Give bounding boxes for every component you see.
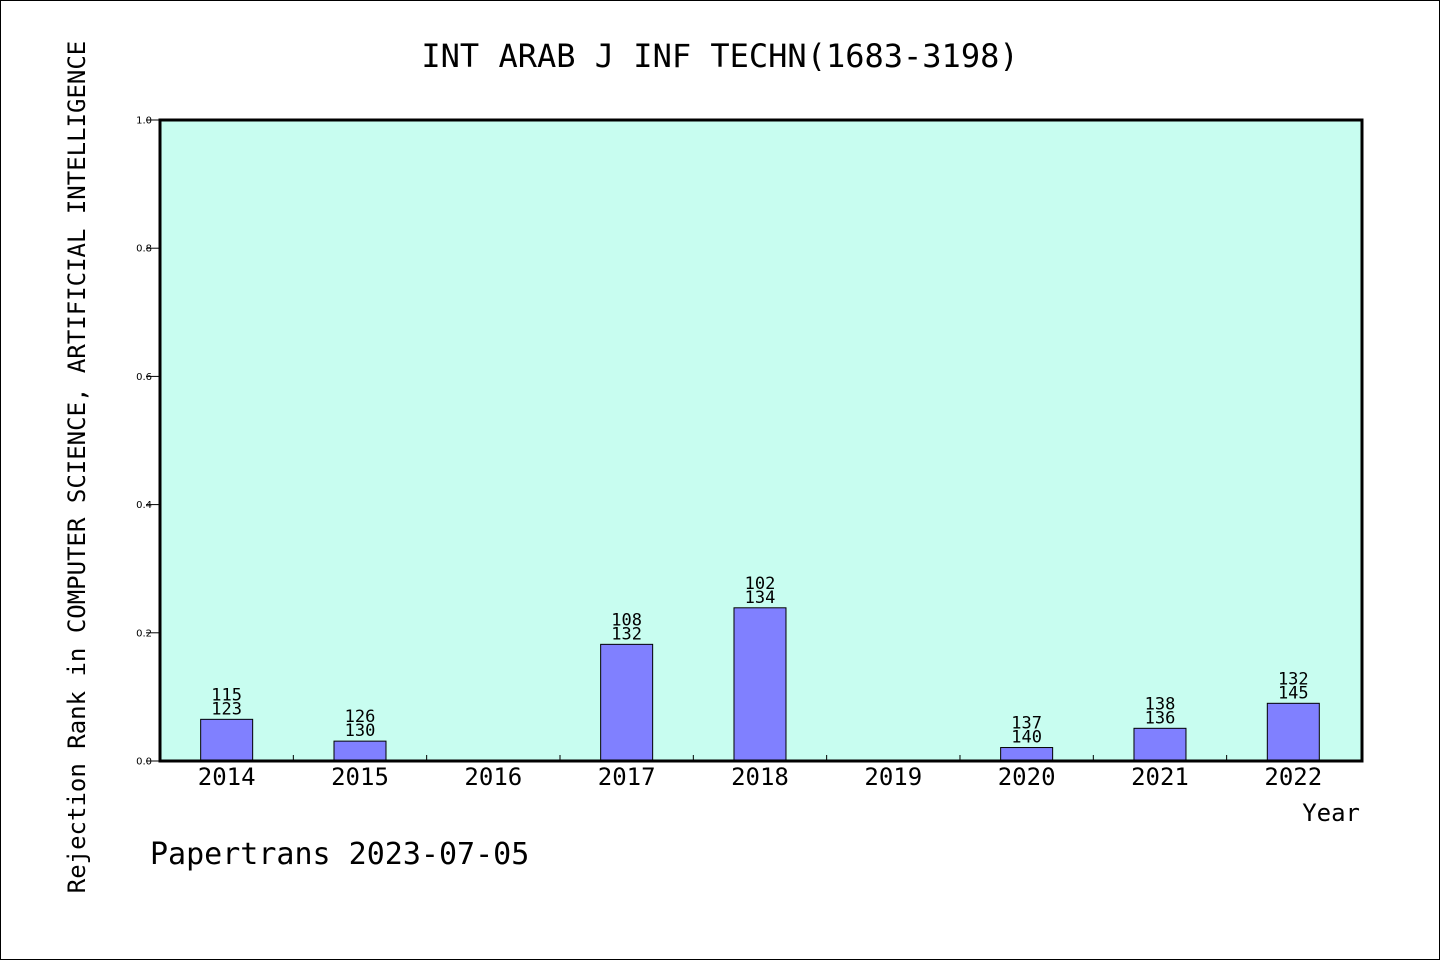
bar-label-lower: 136 — [1145, 708, 1176, 728]
bar-label-upper: 138 — [1145, 694, 1176, 714]
bar-label-upper: 137 — [1011, 714, 1042, 734]
bar-label-lower: 145 — [1278, 683, 1309, 703]
bar-label-lower: 123 — [211, 699, 242, 719]
y-tick-label: 0.4 — [136, 500, 152, 511]
y-tick-label: 0.2 — [136, 628, 152, 639]
bar-2017 — [600, 643, 654, 762]
bars — [200, 607, 1320, 762]
x-tick-label: 2016 — [464, 763, 522, 791]
y-tick-label: 0.8 — [136, 244, 152, 255]
x-axis-label: Year — [1302, 799, 1360, 827]
bar-label-lower: 140 — [1011, 728, 1042, 748]
footer-credit: Papertrans 2023-07-05 — [150, 837, 529, 872]
x-tick-label: 2020 — [998, 763, 1056, 791]
y-tick-label: 1.0 — [136, 116, 152, 127]
x-tick-label: 2017 — [598, 763, 656, 791]
bar-label-lower: 134 — [745, 588, 776, 608]
bar-label-upper: 108 — [611, 610, 642, 630]
y-tick-label: 0.0 — [136, 757, 152, 768]
bar-label-upper: 132 — [1278, 669, 1309, 689]
bar-label-lower: 130 — [345, 721, 376, 741]
y-axis-ticks: 0.0 0.2 0.4 0.6 0.8 1.0 — [136, 116, 160, 768]
bar-label-upper: 102 — [745, 574, 776, 594]
y-axis-label: Rejection Rank in COMPUTER SCIENCE, ARTI… — [63, 41, 91, 894]
bar-label-upper: 126 — [345, 707, 376, 727]
bar-2020 — [1000, 747, 1054, 762]
bar-2015 — [333, 740, 387, 762]
x-tick-label: 2015 — [331, 763, 389, 791]
chart-title: INT ARAB J INF TECHN(1683-3198) — [421, 37, 1018, 75]
bar-label-upper: 115 — [211, 685, 242, 705]
x-tick-label: 2014 — [198, 763, 256, 791]
x-axis-ticks: 2014 2015 2016 2017 2018 2019 2020 2021 2022 — [198, 755, 1322, 791]
y-tick-label: 0.6 — [136, 372, 152, 383]
x-tick-label: 2018 — [731, 763, 789, 791]
bar-2014 — [200, 718, 254, 762]
bar-2018 — [733, 607, 787, 762]
x-tick-label: 2021 — [1131, 763, 1189, 791]
x-tick-label: 2019 — [864, 763, 922, 791]
bar-label-lower: 132 — [611, 624, 642, 644]
bar-2022 — [1266, 702, 1320, 762]
x-tick-label: 2022 — [1264, 763, 1322, 791]
bar-2021 — [1133, 727, 1187, 762]
plot-border — [158, 118, 1364, 763]
